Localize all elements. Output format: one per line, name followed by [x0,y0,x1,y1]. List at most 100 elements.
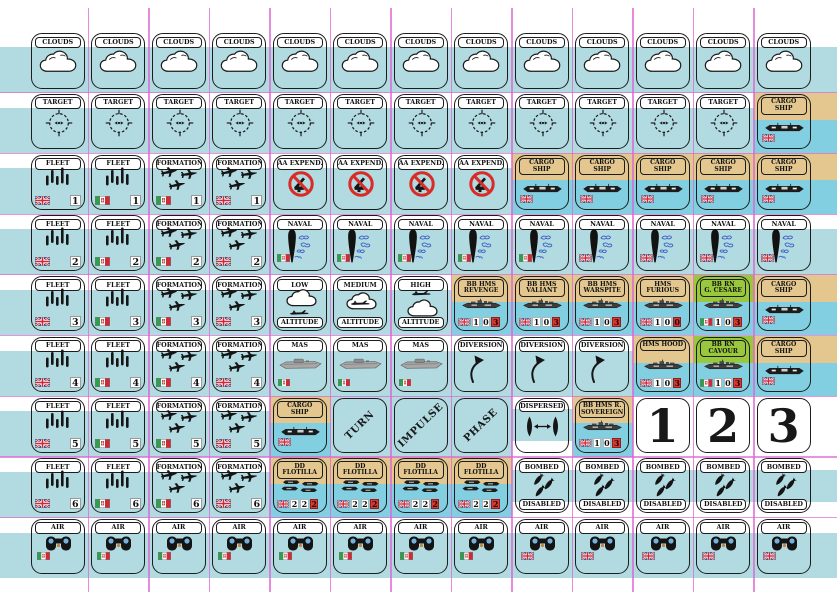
counter-aa-expend[interactable]: AA EXPEND. [393,154,448,210]
counter-fleet-uk-6[interactable]: FLEET 6 [30,458,85,514]
counter-fleet-uk-1[interactable]: FLEET 1 [30,154,85,210]
counter-target[interactable]: TARGET [212,94,267,150]
counter-clouds[interactable]: CLOUDS [212,33,267,89]
counter-altitude-medium[interactable]: MEDIUM ALTITUDE [333,276,388,332]
counter-cargo-ship-uk[interactable]: CARGO SHIP [756,276,811,332]
counter-air-it[interactable]: AIR [454,518,509,575]
counter-dd-flotilla[interactable]: DD FLOTILLA 2 2 2 [272,458,327,514]
counter-target[interactable]: TARGET [514,94,569,150]
counter-naval-uk[interactable]: NAVAL [575,215,630,271]
counter-clouds[interactable]: CLOUDS [454,33,509,89]
counter-hms-furious[interactable]: HMS FURIOUS 1 0 0 [635,276,690,332]
counter-bb-hms-revenge[interactable]: BB HMS REVENGE 1 0 3 [454,276,509,332]
counter-air-it[interactable]: AIR [30,518,85,575]
counter-target[interactable]: TARGET [393,94,448,150]
counter-number-1[interactable]: 1 [635,397,690,453]
counter-cargo-ship-uk[interactable]: CARGO SHIP [635,154,690,210]
counter-bombed-disabled[interactable]: BOMBED DISABLED [514,458,569,514]
counter-formation-it-3[interactable]: FORMATION 3 [151,276,206,332]
counter-clouds[interactable]: CLOUDS [91,33,146,89]
counter-dd-flotilla[interactable]: DD FLOTILLA 2 2 2 [454,458,509,514]
counter-fleet-uk-5[interactable]: FLEET 5 [30,397,85,453]
counter-dd-flotilla[interactable]: DD FLOTILLA 2 2 2 [393,458,448,514]
counter-formation-uk-1[interactable]: FORMATION 1 [212,154,267,210]
counter-air-it[interactable]: AIR [393,518,448,575]
counter-naval-uk[interactable]: NAVAL [756,215,811,271]
counter-target[interactable]: TARGET [151,94,206,150]
counter-naval-it[interactable]: NAVAL [272,215,327,271]
counter-clouds[interactable]: CLOUDS [514,33,569,89]
counter-dispersed[interactable]: DISPERSED [514,397,569,453]
counter-cargo-ship-uk[interactable]: CARGO SHIP [756,94,811,150]
counter-naval-it[interactable]: NAVAL [454,215,509,271]
counter-fleet-it-3[interactable]: FLEET 3 [91,276,146,332]
counter-formation-uk-3[interactable]: FORMATION 3 [212,276,267,332]
counter-diversion[interactable]: DIVERSION [454,336,509,393]
counter-clouds[interactable]: CLOUDS [756,33,811,89]
counter-air-uk[interactable]: AIR [756,518,811,575]
counter-air-uk[interactable]: AIR [514,518,569,575]
counter-target[interactable]: TARGET [575,94,630,150]
counter-target[interactable]: TARGET [454,94,509,150]
counter-formation-uk-6[interactable]: FORMATION 6 [212,458,267,514]
counter-bombed-disabled[interactable]: BOMBED DISABLED [575,458,630,514]
counter-cargo-ship-uk[interactable]: CARGO SHIP [756,154,811,210]
counter-air-it[interactable]: AIR [212,518,267,575]
counter-target[interactable]: TARGET [30,94,85,150]
counter-naval-it[interactable]: NAVAL [393,215,448,271]
counter-air-it[interactable]: AIR [91,518,146,575]
counter-altitude-low[interactable]: LOW ALTITUDE [272,276,327,332]
counter-mas[interactable]: MAS [333,336,388,393]
counter-bb-rn-g-cesare[interactable]: BB RN G. CESARE 1 0 3 [696,276,751,332]
counter-cargo-ship-uk[interactable]: CARGO SHIP [514,154,569,210]
counter-number-3[interactable]: 3 [756,397,811,453]
counter-air-it[interactable]: AIR [272,518,327,575]
counter-cargo-ship-uk[interactable]: CARGO SHIP [696,154,751,210]
counter-clouds[interactable]: CLOUDS [696,33,751,89]
counter-clouds[interactable]: CLOUDS [575,33,630,89]
counter-formation-it-1[interactable]: FORMATION 1 [151,154,206,210]
counter-air-it[interactable]: AIR [333,518,388,575]
counter-mas[interactable]: MAS [393,336,448,393]
counter-formation-it-2[interactable]: FORMATION 2 [151,215,206,271]
counter-bombed-disabled[interactable]: BOMBED DISABLED [635,458,690,514]
counter-target[interactable]: TARGET [635,94,690,150]
counter-phase[interactable]: PHASE [454,397,509,453]
counter-turn[interactable]: TURN [333,397,388,453]
counter-bb-hms-valiant[interactable]: BB HMS VALIANT 1 0 3 [514,276,569,332]
counter-fleet-it-6[interactable]: FLEET 6 [91,458,146,514]
counter-formation-it-6[interactable]: FORMATION 6 [151,458,206,514]
counter-air-uk[interactable]: AIR [575,518,630,575]
counter-naval-it[interactable]: NAVAL [514,215,569,271]
counter-fleet-it-2[interactable]: FLEET 2 [91,215,146,271]
counter-clouds[interactable]: CLOUDS [635,33,690,89]
counter-number-2[interactable]: 2 [696,397,751,453]
counter-cargo-ship-uk[interactable]: CARGO SHIP [575,154,630,210]
counter-naval-uk[interactable]: NAVAL [635,215,690,271]
counter-target[interactable]: TARGET [272,94,327,150]
counter-formation-it-5[interactable]: FORMATION 5 [151,397,206,453]
counter-formation-uk-2[interactable]: FORMATION 2 [212,215,267,271]
counter-aa-expend[interactable]: AA EXPEND. [454,154,509,210]
counter-dd-flotilla[interactable]: DD FLOTILLA 2 2 2 [333,458,388,514]
counter-fleet-it-5[interactable]: FLEET 5 [91,397,146,453]
counter-air-uk[interactable]: AIR [696,518,751,575]
counter-impulse[interactable]: IMPULSE [393,397,448,453]
counter-air-uk[interactable]: AIR [635,518,690,575]
counter-fleet-it-1[interactable]: FLEET 1 [91,154,146,210]
counter-clouds[interactable]: CLOUDS [272,33,327,89]
counter-hms-hood[interactable]: HMS HOOD 1 0 3 [635,336,690,393]
counter-clouds[interactable]: CLOUDS [393,33,448,89]
counter-target[interactable]: TARGET [696,94,751,150]
counter-fleet-uk-3[interactable]: FLEET 3 [30,276,85,332]
counter-naval-it[interactable]: NAVAL [333,215,388,271]
counter-formation-it-4[interactable]: FORMATION 4 [151,336,206,393]
counter-fleet-it-4[interactable]: FLEET 4 [91,336,146,393]
counter-aa-expend[interactable]: AA EXPEND. [272,154,327,210]
counter-fleet-uk-4[interactable]: FLEET 4 [30,336,85,393]
counter-fleet-uk-2[interactable]: FLEET 2 [30,215,85,271]
counter-air-it[interactable]: AIR [151,518,206,575]
counter-clouds[interactable]: CLOUDS [333,33,388,89]
counter-clouds[interactable]: CLOUDS [30,33,85,89]
counter-clouds[interactable]: CLOUDS [151,33,206,89]
